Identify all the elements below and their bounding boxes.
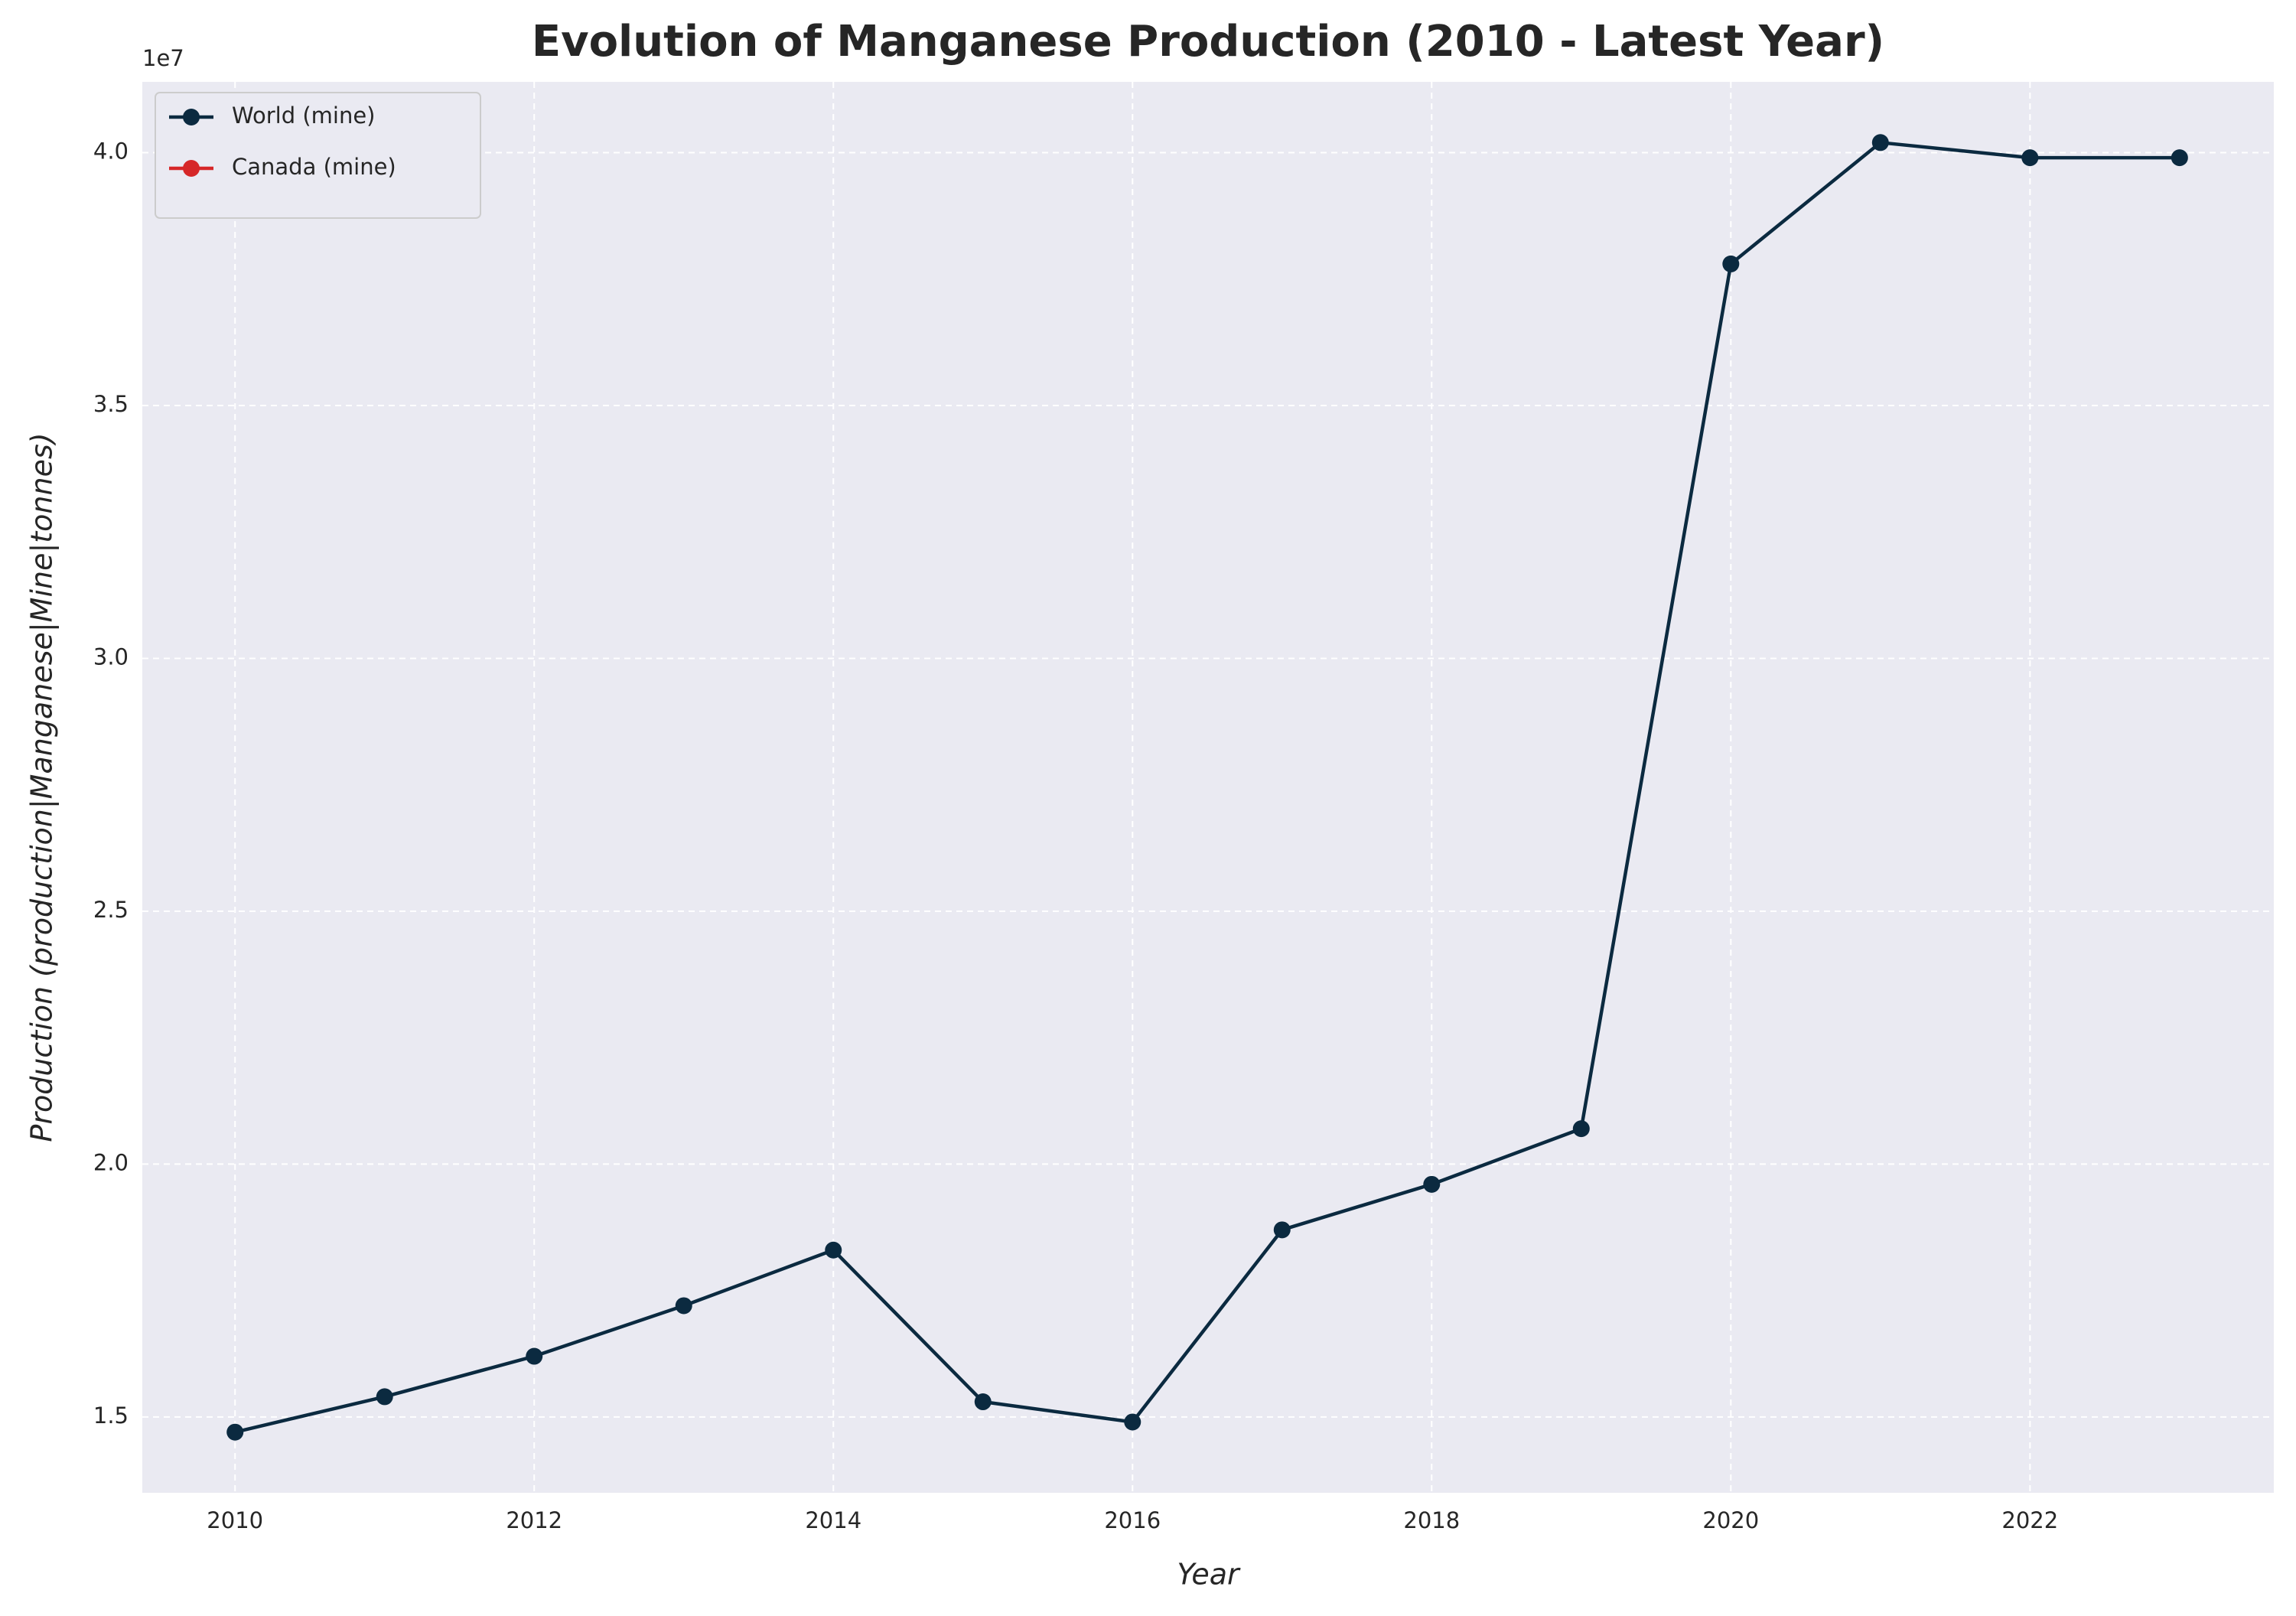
- y-tick-label: 3.5: [93, 391, 129, 417]
- x-tick-label: 2014: [805, 1507, 861, 1533]
- marker: [526, 1347, 543, 1365]
- marker: [226, 1423, 244, 1441]
- x-tick-label: 2012: [506, 1507, 562, 1533]
- x-tick-label: 2018: [1403, 1507, 1460, 1533]
- y-tick-label: 3.0: [93, 643, 129, 670]
- marker: [376, 1388, 393, 1406]
- y-tick-label: 2.0: [93, 1149, 129, 1175]
- marker: [2171, 149, 2188, 167]
- y-tick-label: 4.0: [93, 138, 129, 165]
- y-offset-label: 1e7: [142, 45, 184, 71]
- legend-marker: [183, 109, 200, 125]
- x-tick-label: 2016: [1104, 1507, 1161, 1533]
- x-tick-label: 2010: [207, 1507, 263, 1533]
- x-tick-label: 2022: [2001, 1507, 2058, 1533]
- marker: [1572, 1120, 1590, 1138]
- x-axis-label: Year: [1177, 1558, 1241, 1592]
- plot-area: [142, 82, 2274, 1493]
- marker: [825, 1241, 842, 1259]
- marker: [675, 1297, 692, 1315]
- legend-box: [155, 92, 481, 219]
- y-tick-label: 2.5: [93, 897, 129, 923]
- y-axis-label: Production (production|Manganese|Mine|to…: [25, 432, 60, 1142]
- line: [234, 141, 2180, 1434]
- legend-label: Canada (mine): [232, 154, 396, 180]
- legend-marker: [183, 160, 200, 177]
- marker: [1124, 1413, 1141, 1431]
- marker: [1273, 1221, 1291, 1239]
- marker: [1871, 134, 1889, 152]
- marker: [1423, 1175, 1441, 1193]
- y-tick-label: 1.5: [93, 1403, 129, 1429]
- marker: [2021, 149, 2039, 167]
- marker: [974, 1393, 992, 1411]
- legend-label: World (mine): [232, 103, 375, 129]
- chart-title: Evolution of Manganese Production (2010 …: [532, 17, 1884, 67]
- x-tick-label: 2020: [1702, 1507, 1759, 1533]
- marker: [1722, 255, 1740, 272]
